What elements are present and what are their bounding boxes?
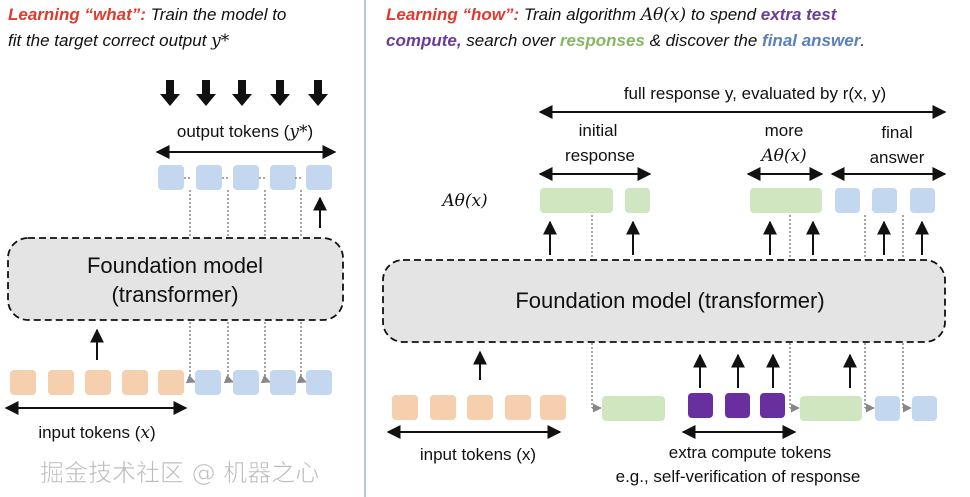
token: [158, 370, 184, 395]
token: [540, 188, 613, 213]
dotted-link: [185, 374, 196, 384]
input-tokens: [10, 370, 332, 395]
header-text: Train the model to: [145, 5, 287, 24]
dotted-link: [260, 374, 271, 384]
token: [430, 395, 456, 420]
token: [122, 370, 148, 395]
initial-response-label: response: [565, 146, 635, 165]
token: [910, 188, 935, 213]
full-response-label: full response y, evaluated by r(x, y): [624, 84, 886, 103]
token: [872, 188, 897, 213]
down-arrow-icon: [160, 80, 180, 106]
foundation-model-box: [7, 237, 344, 321]
token: [195, 370, 221, 395]
header-text: to spend: [686, 5, 761, 24]
foundation-model-box: [382, 259, 946, 343]
output-tokens: [158, 165, 332, 190]
header-text: Train algorithm: [519, 5, 641, 24]
header-text: search over: [461, 31, 560, 50]
token: [602, 396, 665, 421]
extra-compute-example: e.g., self-verification of response: [616, 467, 861, 486]
token: [233, 165, 259, 190]
token: [85, 370, 111, 395]
down-arrow-icon: [270, 80, 290, 106]
output-arrows: [160, 80, 328, 106]
initial-response-label: initial: [579, 121, 618, 140]
token: [725, 393, 750, 418]
token: [233, 370, 259, 395]
token: [196, 165, 222, 190]
dotted-link: [296, 374, 307, 384]
token: [625, 188, 650, 213]
token: [505, 395, 531, 420]
header-responses: responses: [559, 31, 645, 50]
token: [48, 370, 74, 395]
final-answer-label: answer: [870, 148, 925, 167]
token: [270, 165, 296, 190]
token: [10, 370, 36, 395]
token: [158, 165, 184, 190]
model-label: Foundation model: [87, 253, 263, 278]
token: [800, 396, 862, 421]
header-text: .: [860, 31, 866, 50]
token: [688, 393, 713, 418]
header-final: final answer: [762, 31, 861, 50]
header-math: y*: [211, 31, 230, 51]
header-lead: Learning “how”:: [386, 5, 520, 24]
token: [392, 395, 418, 420]
down-arrow-icon: [308, 80, 328, 106]
input-tokens-label: input tokens (x): [420, 445, 536, 464]
header-text: & discover the: [644, 31, 763, 50]
input-tokens-label: input tokens (x): [38, 423, 155, 443]
model-label: (transformer): [111, 282, 238, 307]
more-label: Aθ(x): [759, 146, 806, 166]
output-tokens-label: output tokens (y*): [177, 122, 313, 142]
final-answer-label: final: [881, 123, 912, 142]
token: [750, 188, 822, 213]
token: [467, 395, 493, 420]
more-label: more: [765, 121, 804, 140]
token: [835, 188, 860, 213]
header-extra: extra test: [760, 5, 837, 24]
algorithm-label: Aθ(x): [440, 191, 487, 211]
token: [306, 165, 332, 190]
right-header: Learning “how”: Train algorithm Aθ(x) to…: [386, 2, 865, 54]
token: [540, 395, 566, 420]
extra-compute-label: extra compute tokens: [669, 443, 832, 462]
token: [912, 396, 937, 421]
response-tokens: [540, 188, 935, 213]
header-lead: Learning “what”:: [8, 5, 146, 24]
token: [270, 370, 296, 395]
autoregressive-links: [184, 177, 307, 384]
token: [306, 370, 332, 395]
left-header: Learning “what”: Train the model to fit …: [8, 2, 286, 54]
token: [875, 396, 900, 421]
header-compute: compute,: [386, 31, 462, 50]
down-arrow-icon: [196, 80, 216, 106]
dotted-link: [223, 374, 234, 384]
down-arrow-icon: [232, 80, 252, 106]
header-text: fit the target correct output: [8, 31, 212, 50]
header-math: Aθ(x): [640, 5, 687, 25]
watermark: 掘金技术社区 @ 机器之心: [40, 459, 320, 488]
token: [760, 393, 785, 418]
model-label: Foundation model (transformer): [515, 288, 824, 313]
input-and-compute-tokens: [392, 350, 937, 421]
